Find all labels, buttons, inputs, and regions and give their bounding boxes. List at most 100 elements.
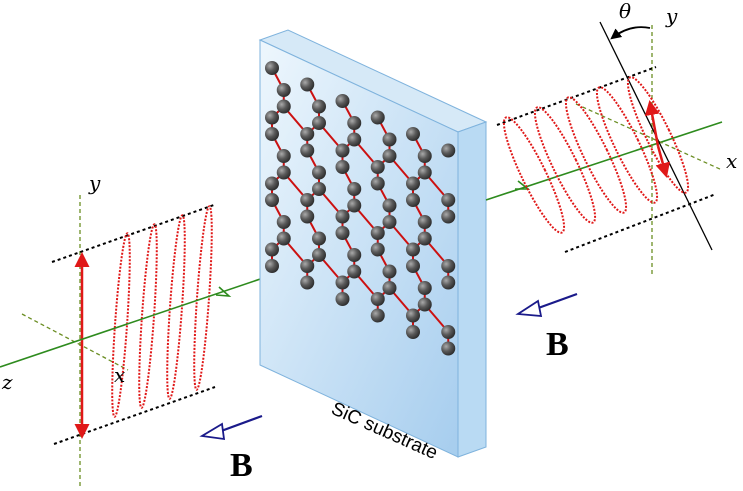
- wave-loop: [595, 86, 659, 204]
- lattice-atom: [276, 215, 291, 229]
- lattice-atom: [335, 226, 350, 240]
- lattice-atom: [347, 132, 362, 147]
- lattice-atom: [347, 182, 362, 196]
- lattice-atom: [406, 193, 420, 207]
- left-panel: [21, 195, 216, 488]
- wave-loop: [166, 214, 186, 400]
- label-x-right: x: [726, 149, 737, 173]
- lattice-atom: [417, 281, 432, 295]
- theta-arc: [610, 26, 651, 40]
- lattice-atom: [441, 143, 456, 158]
- lattice-atom: [441, 209, 456, 224]
- graphene-lattice: [265, 61, 456, 356]
- label-y-left: y: [88, 171, 101, 195]
- lattice-atom: [382, 264, 397, 279]
- wave-right: [502, 76, 690, 234]
- lattice-atom: [382, 132, 397, 147]
- lattice-atom: [300, 127, 315, 141]
- lattice-atom: [265, 110, 279, 125]
- lattice-atom: [417, 231, 432, 246]
- lattice-atom: [441, 275, 456, 290]
- wave-loop: [626, 76, 690, 194]
- lattice-atom: [300, 259, 315, 273]
- lattice-atom: [300, 209, 315, 224]
- lattice-atom: [335, 292, 350, 306]
- lattice-atom: [406, 325, 420, 339]
- lattice-atom: [370, 242, 385, 257]
- lattice-atom: [276, 83, 291, 97]
- lattice-atom: [370, 226, 385, 240]
- lattice-atom: [276, 231, 291, 246]
- envelope-bottom-left: [53, 386, 216, 445]
- label-theta: θ: [619, 0, 631, 23]
- label-b-right: B: [546, 326, 569, 363]
- lattice-atom: [347, 264, 362, 279]
- lattice-atom: [335, 209, 350, 224]
- lattice-atom: [417, 297, 432, 312]
- lattice-atom: [382, 198, 397, 213]
- wave-loop: [138, 223, 158, 409]
- wave-loop: [193, 205, 213, 391]
- lattice-atom: [265, 127, 279, 141]
- envelope-top-right: [496, 66, 657, 126]
- wave-loop: [564, 96, 628, 214]
- lattice-atom: [335, 275, 350, 290]
- b-field-arrow-right: [515, 292, 578, 318]
- lattice-atom: [276, 165, 291, 180]
- lattice-atom: [382, 281, 397, 295]
- right-panel: [496, 21, 723, 276]
- envelope-bottom-right: [564, 193, 717, 253]
- lattice-atom: [406, 308, 420, 323]
- b-field-arrow-left: [199, 414, 263, 441]
- lattice-atom: [370, 176, 385, 191]
- wave-loop: [533, 106, 597, 224]
- wave-loop: [502, 116, 566, 234]
- lattice-atom: [406, 259, 420, 273]
- lattice-atom: [370, 160, 385, 174]
- lattice-atom: [370, 292, 385, 306]
- lattice-atom: [265, 176, 279, 191]
- wave-loop: [111, 232, 131, 418]
- arrow-icon-head: [199, 422, 226, 441]
- lattice-atom: [312, 231, 326, 246]
- lattice-atom: [370, 110, 385, 125]
- lattice-atom: [370, 308, 385, 323]
- lattice-atom: [417, 215, 432, 229]
- lattice-atom: [347, 198, 362, 213]
- lattice-atom: [347, 116, 362, 130]
- lattice-atom: [441, 193, 456, 207]
- slab-side-face: [457, 121, 487, 458]
- lattice-atom: [300, 143, 315, 158]
- lattice-atom: [441, 325, 456, 339]
- lattice-atom: [312, 165, 326, 180]
- envelope-top-left: [51, 204, 215, 263]
- lattice-atom: [441, 341, 456, 356]
- polarization-vector-right-up: [644, 100, 660, 147]
- lattice-atom: [406, 176, 420, 191]
- lattice-atom: [300, 77, 315, 92]
- sic-substrate: SiC substrate: [258, 29, 488, 464]
- lattice-atom: [406, 242, 420, 257]
- lattice-atom: [382, 149, 397, 163]
- lattice-atom: [312, 248, 326, 262]
- lattice-atom: [382, 215, 397, 229]
- label-z-left: z: [1, 370, 13, 394]
- x-axis-right: [575, 103, 723, 171]
- lattice-atom: [417, 165, 432, 180]
- lattice-atom: [276, 99, 291, 114]
- lattice-atom: [312, 116, 326, 130]
- lattice-atom: [441, 259, 456, 273]
- lattice-atom: [335, 94, 350, 108]
- lattice-atom: [406, 127, 420, 141]
- lattice-atom: [300, 275, 315, 290]
- label-b-left: B: [230, 447, 253, 484]
- arrow-icon-head: [515, 299, 543, 318]
- label-x-left: x: [114, 363, 125, 387]
- label-y-right: y: [665, 4, 678, 28]
- polarization-vector-right-down: [655, 145, 671, 178]
- propagation-arrowhead-left: [215, 286, 232, 297]
- lattice-atom: [335, 160, 350, 174]
- lattice-atom: [300, 193, 315, 207]
